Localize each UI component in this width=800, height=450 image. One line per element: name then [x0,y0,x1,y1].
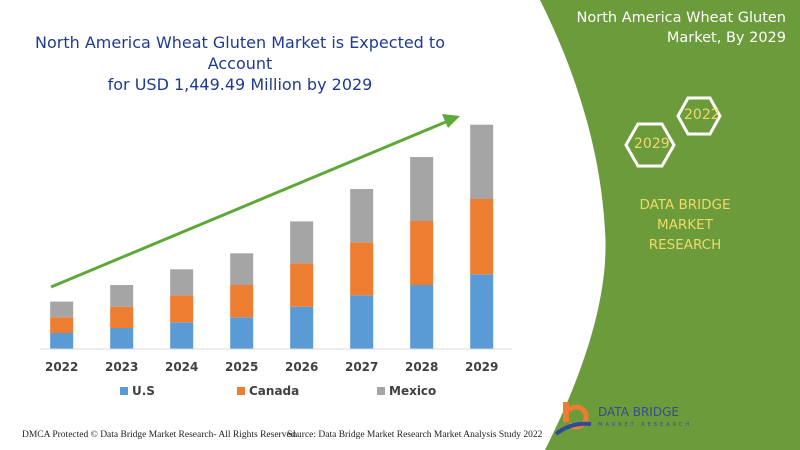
bar-mexico-2023 [110,285,134,307]
bar-us-2023 [110,328,134,349]
bar-us-2025 [230,317,254,349]
legend-label-mexico: Mexico [389,384,437,398]
bar-canada-2023 [110,306,134,328]
bar-us-2029 [470,274,494,349]
bar-us-2028 [410,285,434,349]
title-line-1: North America Wheat Gluten Market is Exp… [35,33,445,73]
x-tick-label: 2027 [344,360,379,374]
hexagon-2029 [624,122,676,168]
chart-title: North America Wheat Gluten Market is Exp… [20,32,460,95]
bar-mexico-2028 [410,157,434,221]
bar-canada-2022 [50,317,74,333]
bar-mexico-2024 [170,269,194,296]
hex-label-2022: 2022 [684,107,720,123]
x-tick-label: 2028 [404,360,439,374]
bar-us-2022 [50,333,74,349]
x-tick-label: 2026 [284,360,319,374]
brand-line-1: DATA BRIDGE MARKET [639,197,731,233]
legend-swatch-canada [237,387,245,395]
bar-canada-2026 [290,263,314,307]
bar-mexico-2025 [230,253,254,285]
green-panel [540,0,800,450]
bar-canada-2027 [350,242,374,296]
x-tick-label: 2029 [464,360,499,374]
hexagon-2022 [676,96,722,136]
legend-label-us: U.S [132,384,155,398]
x-tick-label: 2025 [224,360,259,374]
bar-us-2026 [290,306,314,349]
footer-copyright: DMCA Protected © Data Bridge Market Rese… [22,430,298,440]
trend-arrowhead [442,114,460,128]
brand-line-2: RESEARCH [648,237,722,253]
panel-title-line-2: Market, By 2029 [666,30,786,46]
bar-us-2027 [350,295,374,349]
panel-title-line-1: North America Wheat Gluten [576,10,786,26]
logo-subtext: MARKET RESEARCH [598,422,693,428]
legend-label-canada: Canada [249,384,300,398]
bar-mexico-2027 [350,189,374,243]
panel-title: North America Wheat Gluten Market, By 20… [546,8,786,48]
footer-source: Source: Data Bridge Market Research Mark… [287,430,543,440]
bar-canada-2025 [230,285,254,318]
x-tick-label: 2022 [44,360,79,374]
bar-canada-2029 [470,199,494,275]
bar-mexico-2029 [470,124,494,199]
bar-mexico-2022 [50,301,74,318]
x-tick-label: 2024 [164,360,199,374]
bar-mexico-2026 [290,221,314,264]
bar-canada-2028 [410,221,434,285]
x-tick-label: 2023 [104,360,139,374]
title-line-2: for USD 1,449.49 Million by 2029 [107,75,373,94]
bar-us-2024 [170,322,194,349]
legend-swatch-mexico [377,387,385,395]
hex-label-2029: 2029 [634,136,670,152]
bar-canada-2024 [170,295,194,323]
brand-text: DATA BRIDGE MARKET RESEARCH [610,195,760,255]
logo-icon [554,402,592,436]
legend-swatch-us [120,387,128,395]
legend-canada: Canada [237,384,299,398]
trend-arrow [50,119,449,289]
legend-us: U.S [120,384,155,398]
logo-text: DATA BRIDGE [598,405,679,419]
legend-mexico: Mexico [377,384,436,398]
